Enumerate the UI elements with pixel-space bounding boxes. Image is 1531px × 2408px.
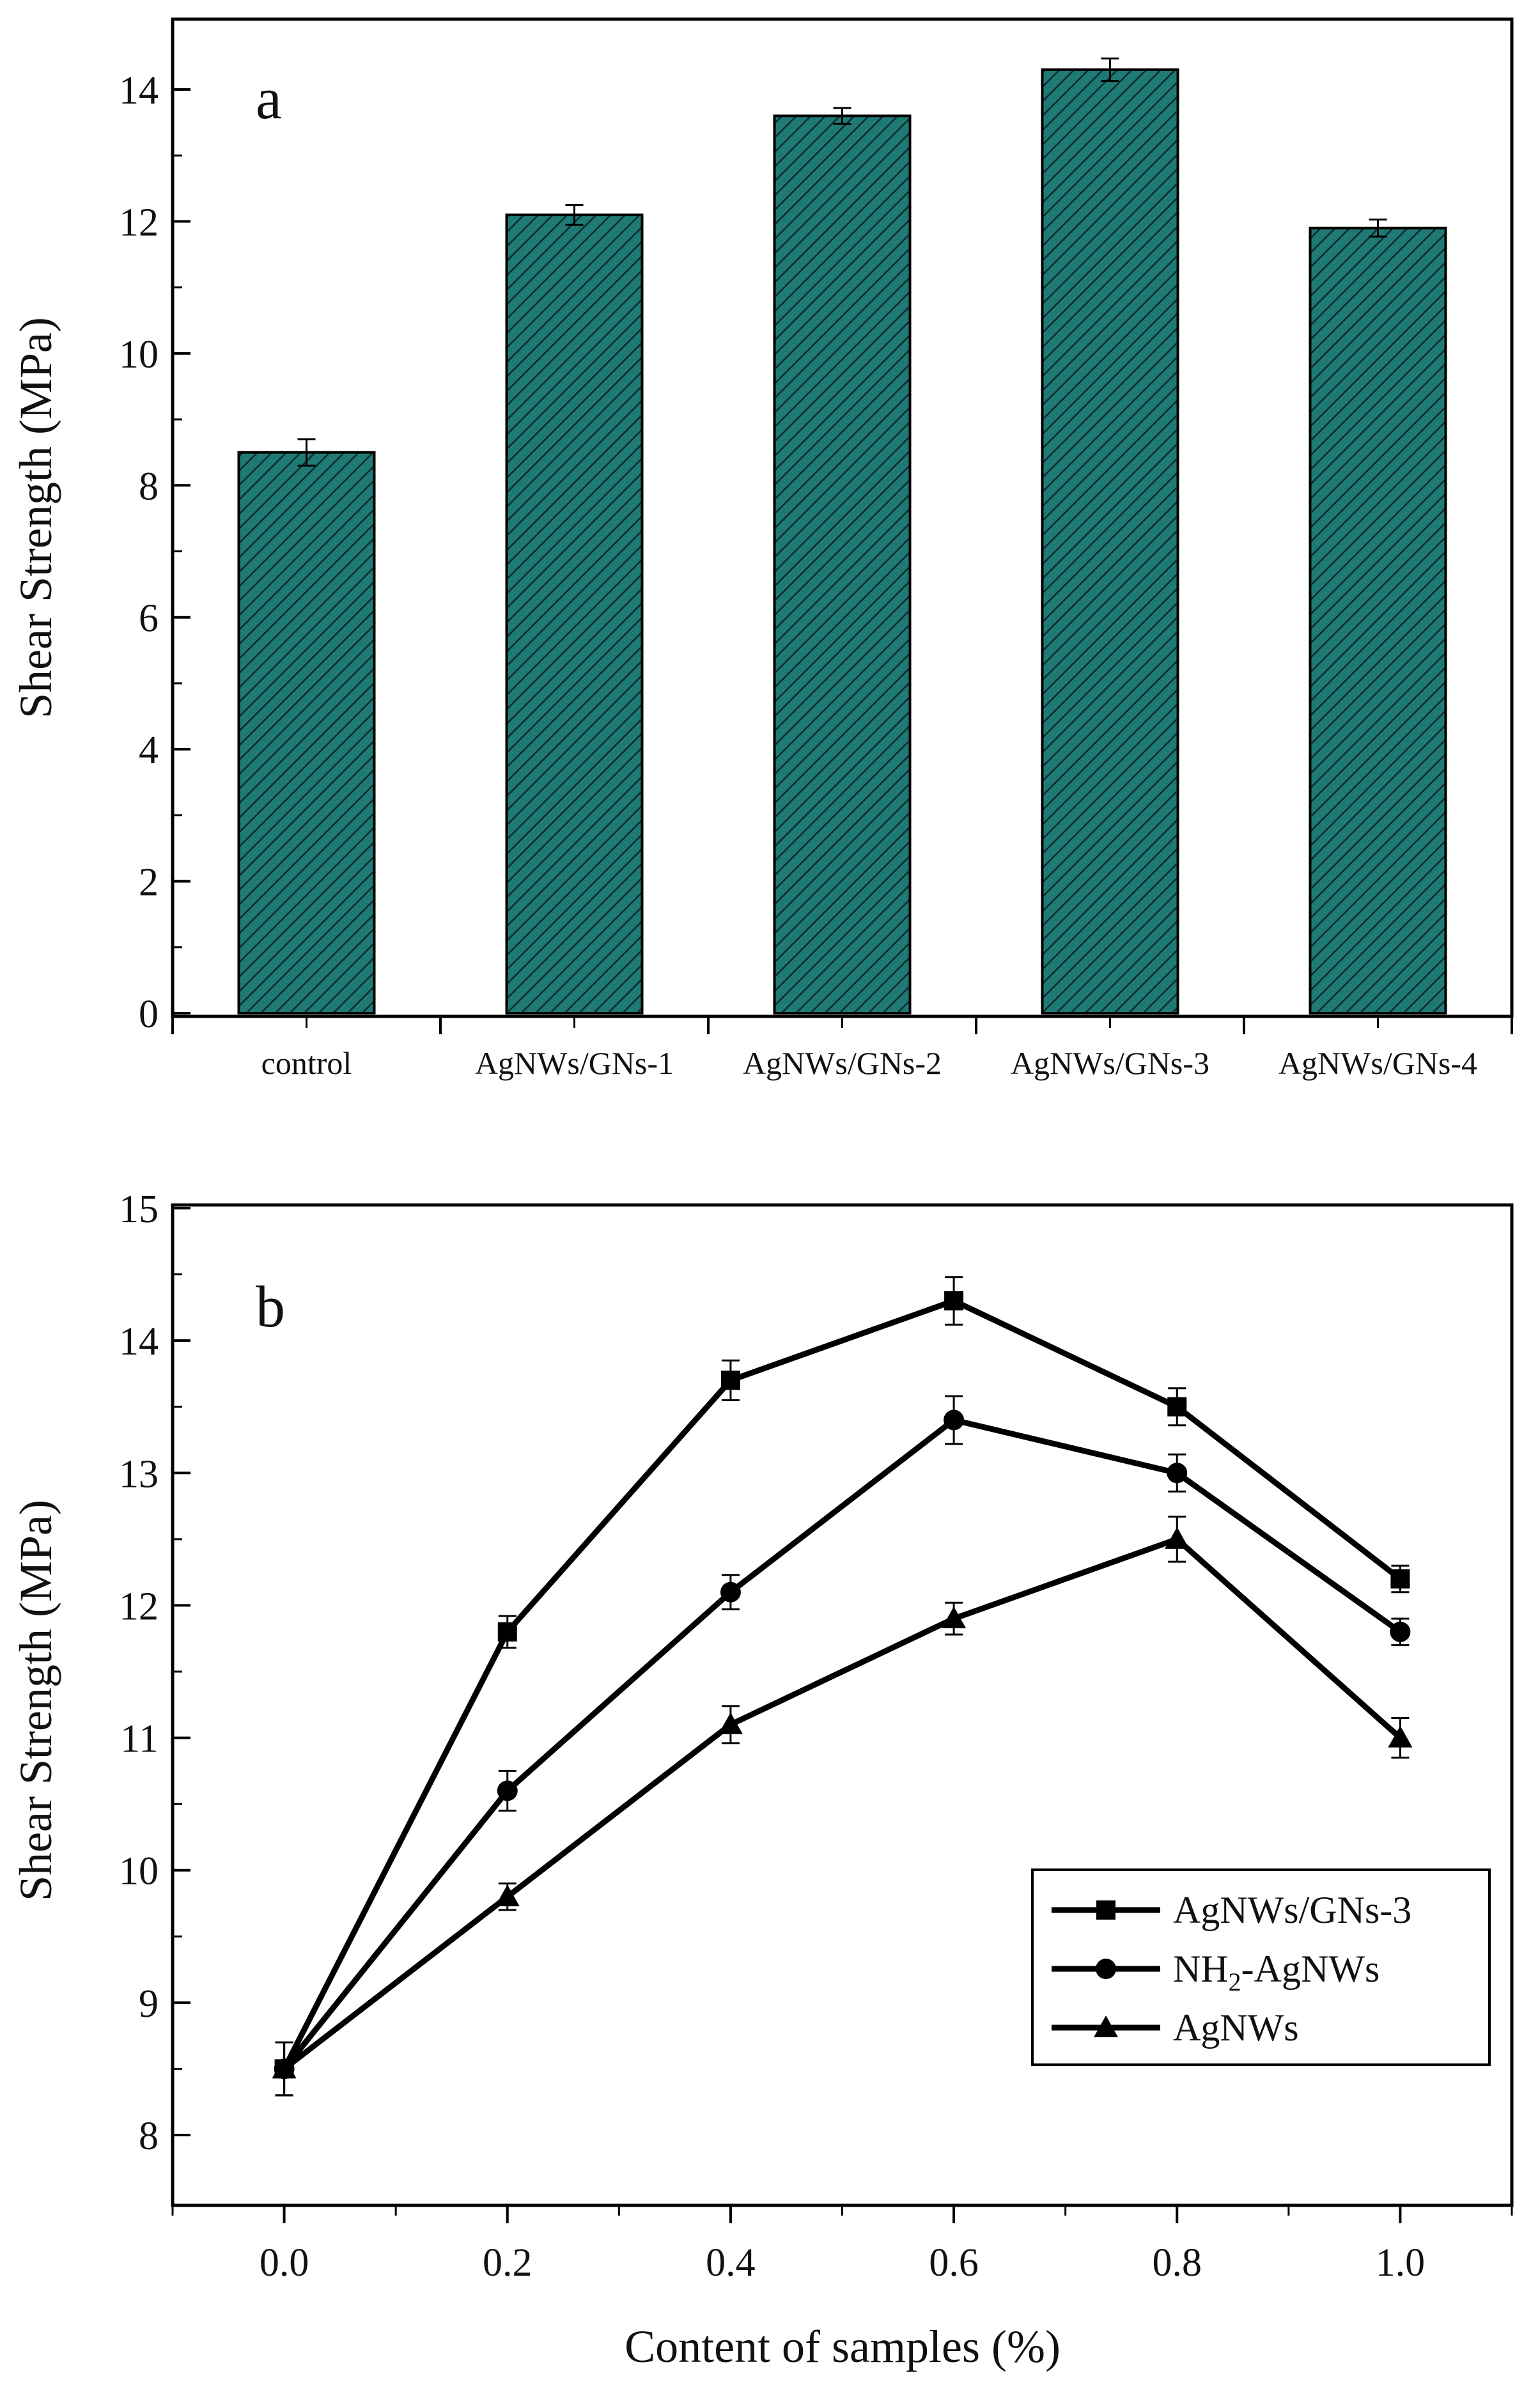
legend-marker-agnws-gns-3 xyxy=(1096,1900,1115,1920)
series-line-agnws xyxy=(282,1536,1403,2071)
bar-agnws-gns-1 xyxy=(505,214,644,1014)
legend-label-agnws-gns-3: AgNWs/GNs-3 xyxy=(1173,1889,1411,1931)
data-point-nh2-agnws xyxy=(1167,1463,1188,1484)
data-point-agnws-gns-3 xyxy=(944,1291,964,1310)
panel-b-x-ticks: 0.0 0.2 0.4 0.6 0.8 1.0 xyxy=(171,2205,1513,2285)
panel-b-y-tick-label: 12 xyxy=(119,1585,159,1628)
category-label: AgNWs/GNs-2 xyxy=(743,1045,942,1081)
category-label: control xyxy=(261,1045,352,1081)
panel-b-series xyxy=(272,1276,1413,2097)
panel-a-bar-chart: a Shear Strength (MPa) 0 2 4 6 8 10 12 14 contr… xyxy=(10,17,1514,1081)
bar-agnws-gns-4 xyxy=(1309,226,1447,1014)
panel-b-y-tick-label: 13 xyxy=(119,1452,159,1496)
panel-b-x-tick-label: 0.8 xyxy=(1153,2241,1202,2285)
data-point-nh2-agnws xyxy=(720,1581,741,1603)
data-point-nh2-agnws xyxy=(497,1780,518,1801)
series-agnws xyxy=(272,1516,1413,2097)
data-point-agnws-gns-3 xyxy=(720,1371,740,1390)
panel-a-y-tick-label: 10 xyxy=(119,333,159,377)
data-point-agnws-gns-3 xyxy=(1390,1569,1410,1589)
legend-label-nh2-agnws: NH2-AgNWs xyxy=(1173,1948,1379,1996)
panel-a-y-axis-title: Shear Strength (MPa) xyxy=(10,317,61,719)
panel-a-y-tick-label: 8 xyxy=(139,465,159,508)
panel-b-y-tick-label: 10 xyxy=(119,1850,159,1893)
panel-b-x-tick-label: 0.0 xyxy=(260,2241,309,2285)
data-point-nh2-agnws xyxy=(944,1410,965,1431)
panel-a-y-tick-label: 0 xyxy=(139,993,159,1036)
legend-marker-agnws xyxy=(1094,2016,1118,2037)
legend-label-agnws: AgNWs xyxy=(1173,2007,1299,2049)
bar-control xyxy=(237,451,376,1014)
panel-a-y-tick-label: 6 xyxy=(139,597,159,641)
category-label: AgNWs/GNs-3 xyxy=(1011,1045,1209,1081)
panel-a-y-tick-label: 2 xyxy=(139,861,159,905)
panel-a-letter: a xyxy=(256,66,282,131)
panel-a-category-labels: control AgNWs/GNs-1 AgNWs/GNs-2 AgNWs/GNs-3… xyxy=(171,1016,1513,1081)
panel-b-x-tick-label: 0.2 xyxy=(483,2241,532,2285)
panel-b-y-tick-label: 11 xyxy=(120,1718,159,1761)
legend: AgNWs/GNs-3 NH2-AgNWs AgNWs xyxy=(1031,1868,1491,2066)
panel-b-y-axis-title: Shear Strength (MPa) xyxy=(10,1500,61,1901)
panel-b-x-tick-label: 1.0 xyxy=(1376,2241,1426,2285)
data-point-agnws-gns-3 xyxy=(1167,1397,1187,1417)
panel-b-x-tick-label: 0.6 xyxy=(929,2241,979,2285)
series-line-agnws-gns-3 xyxy=(281,1298,1403,2070)
data-point-agnws xyxy=(1165,1526,1190,1549)
panel-a-bars xyxy=(237,57,1447,1014)
panel-b-y-tick-label: 9 xyxy=(139,1982,159,2026)
panel-a-y-ticks: 0 2 4 6 8 10 12 14 xyxy=(119,69,190,1036)
panel-b-y-tick-label: 8 xyxy=(139,2115,159,2158)
data-point-agnws-gns-3 xyxy=(497,1622,517,1642)
panel-b-letter: b xyxy=(256,1274,285,1339)
category-label: AgNWs/GNs-1 xyxy=(475,1045,674,1081)
panel-b-x-axis-title: Content of samples (%) xyxy=(625,2321,1061,2372)
data-point-nh2-agnws xyxy=(1390,1621,1411,1642)
data-point-agnws xyxy=(718,1712,743,1734)
category-label: AgNWs/GNs-4 xyxy=(1278,1045,1477,1081)
legend-nh2-rest: -AgNWs xyxy=(1241,1948,1380,1990)
panel-b-line-chart: b Shear Strength (MPa) Content of sample… xyxy=(10,1188,1514,2372)
data-point-agnws xyxy=(942,1606,967,1629)
legend-marker-nh2-agnws xyxy=(1096,1959,1116,1979)
panel-b-y-ticks: 8 9 10 11 12 13 14 15 xyxy=(119,1188,190,2158)
legend-nh2-sub: 2 xyxy=(1229,1968,1241,1996)
data-point-agnws xyxy=(1388,1725,1413,1748)
data-point-agnws xyxy=(495,1884,520,1907)
panel-a-y-tick-label: 14 xyxy=(119,69,159,113)
panel-b-y-tick-label: 15 xyxy=(119,1188,159,1231)
legend-nh2-main: NH xyxy=(1173,1948,1229,1990)
panel-a-y-tick-label: 4 xyxy=(139,729,159,772)
series-line-nh2-agnws xyxy=(282,1417,1403,2071)
bar-agnws-gns-2 xyxy=(773,114,912,1014)
panel-a-y-tick-label: 12 xyxy=(119,201,159,244)
series-nh2-agnws xyxy=(274,1395,1411,2097)
panel-b-x-tick-label: 0.4 xyxy=(706,2241,756,2285)
data-point-agnws xyxy=(272,2056,297,2079)
panel-b-y-tick-label: 14 xyxy=(119,1320,159,1363)
bar-agnws-gns-3 xyxy=(1041,68,1179,1014)
